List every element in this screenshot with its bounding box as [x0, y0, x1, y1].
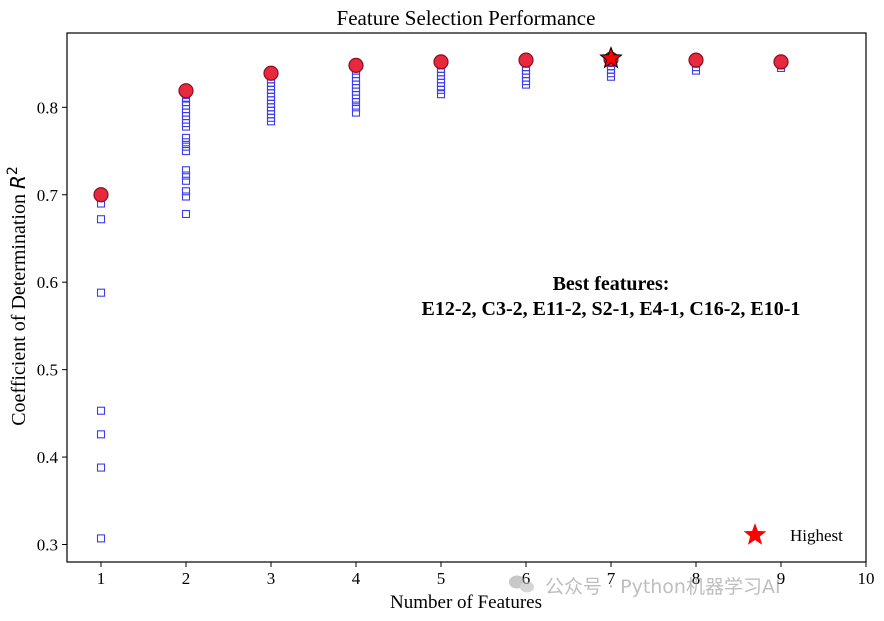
wechat-icon	[509, 575, 534, 593]
y-axis-label-var: R	[6, 175, 30, 189]
best-point	[348, 57, 364, 73]
legend: Highest	[743, 523, 843, 545]
best-point	[178, 83, 194, 99]
combination-point	[181, 146, 191, 156]
combination-point	[436, 85, 446, 94]
best-point	[688, 52, 704, 68]
y-tick-label: 0.5	[37, 361, 58, 380]
watermark-text: 公众号 · Python机器学习AI	[545, 576, 781, 598]
combination-point	[181, 122, 191, 131]
combination-point	[181, 176, 191, 185]
y-tick-label: 0.7	[37, 186, 59, 205]
x-tick-label: 1	[97, 569, 106, 588]
combination-point	[351, 98, 361, 107]
x-tick-label: 6	[522, 569, 531, 588]
combination-point	[181, 192, 191, 201]
watermark: 公众号 · Python机器学习AI	[509, 575, 781, 598]
combination-point	[181, 187, 191, 196]
combination-point	[351, 108, 361, 117]
best-point	[433, 54, 449, 70]
best-point	[263, 65, 279, 81]
x-tick-label: 9	[777, 569, 786, 588]
x-tick-label: 2	[182, 569, 191, 588]
x-axis-ticks: 1 2 3 4 5 6 7 8 9 10	[97, 562, 875, 588]
combination-point	[181, 209, 191, 219]
chart-title: Feature Selection Performance	[337, 6, 596, 30]
plot-frame	[66, 32, 867, 563]
combination-point	[181, 171, 191, 180]
y-tick-label: 0.8	[37, 98, 58, 117]
legend-label: Highest	[790, 526, 843, 545]
x-tick-label: 8	[692, 569, 701, 588]
legend-star-icon	[743, 523, 767, 545]
x-tick-label: 10	[858, 569, 875, 588]
combination-point	[96, 215, 106, 224]
x-tick-label: 3	[267, 569, 276, 588]
highest-marker-group	[599, 45, 623, 69]
x-tick-label: 5	[437, 569, 446, 588]
best-point	[93, 187, 109, 203]
y-axis-label-sup: 2	[5, 166, 21, 175]
combination-point	[436, 90, 446, 99]
highest-star	[599, 45, 623, 69]
combination-point	[96, 288, 106, 297]
combination-point	[181, 142, 191, 151]
best-point	[518, 52, 534, 68]
combination-point	[181, 133, 191, 142]
y-axis-label: Coefficient of Determination R2	[5, 166, 30, 426]
y-axis-label-main: Coefficient of Determination	[8, 189, 30, 426]
combination-point	[96, 430, 106, 439]
combination-point	[266, 117, 276, 126]
best-per-count-series	[93, 51, 789, 203]
y-axis-ticks: 0.3 0.4 0.5 0.6 0.7 0.8	[37, 98, 67, 555]
combination-point	[96, 463, 106, 472]
x-tick-label: 4	[352, 569, 361, 588]
combination-point	[96, 534, 106, 543]
combination-point	[181, 138, 191, 147]
y-tick-label: 0.4	[37, 448, 59, 467]
combination-point	[351, 103, 361, 112]
annotation-line1: Best features:	[553, 273, 670, 295]
combination-point	[606, 72, 616, 81]
combination-point	[96, 406, 106, 415]
best-point	[773, 54, 789, 70]
annotation-line2: E12-2, C3-2, E11-2, S2-1, E4-1, C16-2, E…	[422, 298, 801, 320]
combination-point	[181, 166, 191, 175]
y-tick-label: 0.3	[37, 536, 58, 555]
x-axis-label: Number of Features	[390, 592, 542, 613]
combination-point	[521, 80, 531, 89]
x-tick-label: 7	[607, 569, 616, 588]
y-tick-label: 0.6	[37, 273, 58, 292]
